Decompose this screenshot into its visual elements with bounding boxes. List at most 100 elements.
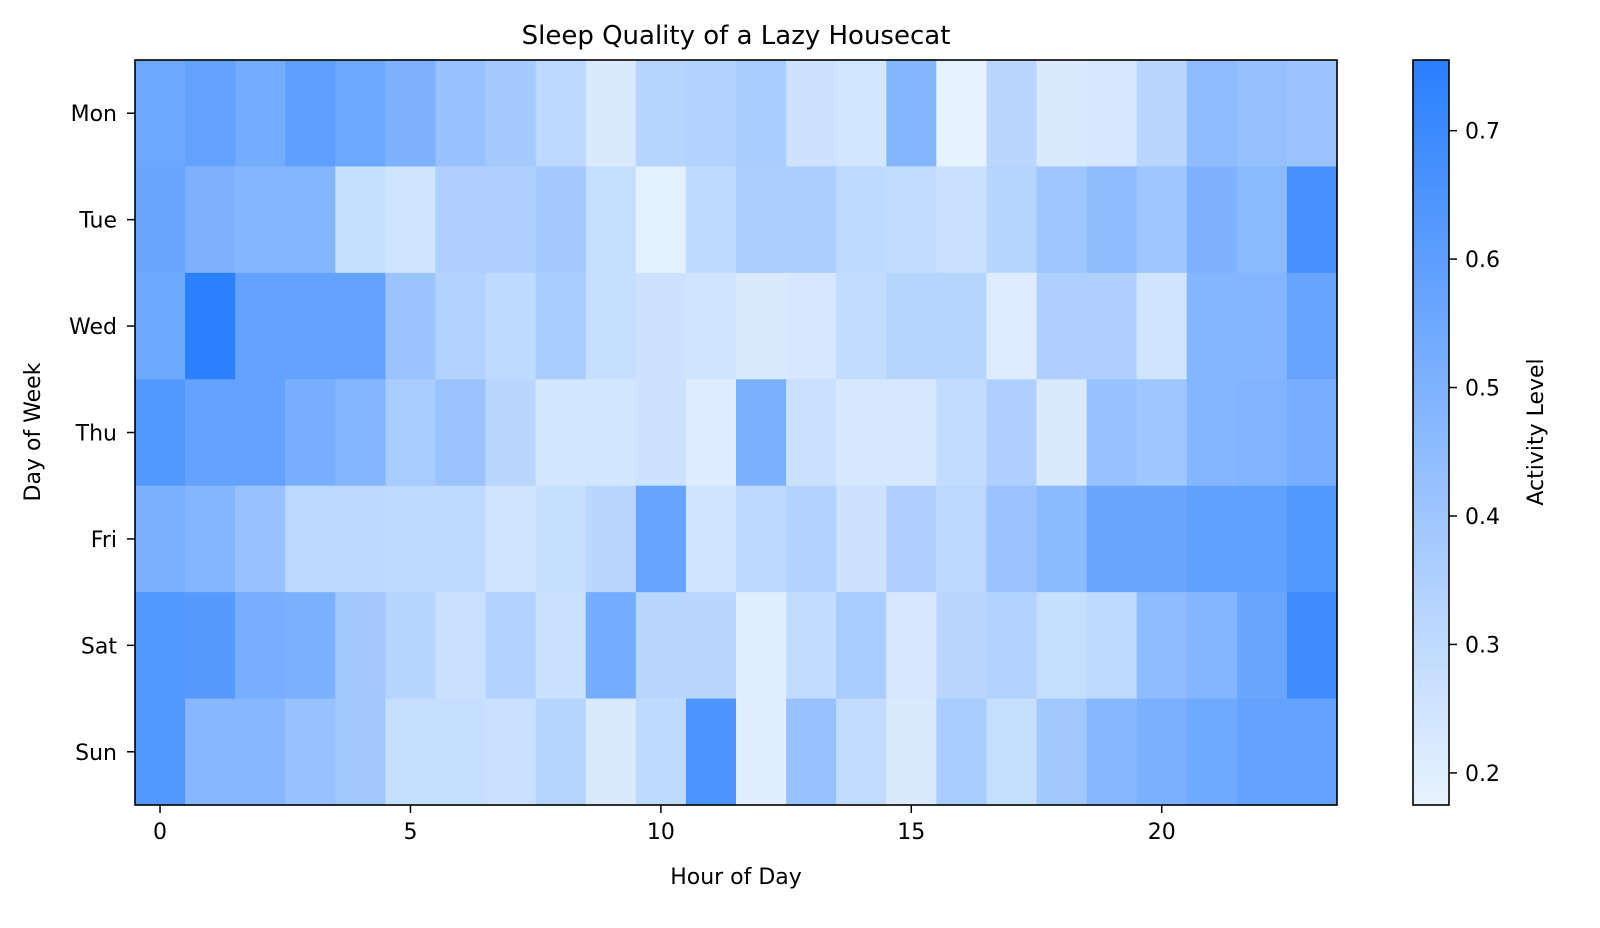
heatmap-cell [936, 166, 988, 274]
heatmap-cell [585, 698, 637, 806]
heatmap-cell [1036, 60, 1088, 168]
heatmap-cell [1186, 60, 1238, 168]
heatmap-cell [235, 60, 286, 168]
heatmap-cell [535, 272, 587, 380]
heatmap-cell [485, 698, 537, 806]
x-tick-label: 15 [897, 820, 925, 845]
heatmap-cell [936, 60, 988, 168]
heatmap-cell [836, 60, 887, 168]
y-tick-label: Sun [75, 741, 117, 766]
colorbar-tick-label: 0.5 [1465, 377, 1500, 402]
heatmap-cell [335, 60, 387, 168]
heatmap-cell [385, 166, 437, 274]
x-axis-ticks: 0 5 10 15 20 [153, 805, 1176, 845]
heatmap-cell [585, 379, 637, 487]
heatmap-cell [685, 60, 737, 168]
heatmap-cell [736, 60, 787, 168]
heatmap-cell [1086, 485, 1138, 593]
heatmap-cell [1186, 379, 1238, 487]
heatmap-cell [1186, 592, 1238, 700]
x-tick-label: 20 [1148, 820, 1176, 845]
x-tick-label: 10 [647, 820, 675, 845]
heatmap-cell [1136, 485, 1188, 593]
heatmap-cell [886, 698, 937, 806]
heatmap-cell [185, 379, 236, 487]
colorbar-tick-label: 0.3 [1465, 633, 1500, 658]
heatmap-cell [1186, 485, 1238, 593]
heatmap-cell [635, 272, 687, 380]
heatmap-cell [836, 485, 887, 593]
heatmap-cell [335, 272, 387, 380]
heatmap-cell [986, 698, 1038, 806]
heatmap-cell [1286, 272, 1338, 380]
heatmap-cell [485, 60, 537, 168]
heatmap-cell [1086, 60, 1138, 168]
heatmap-cell [1286, 698, 1338, 806]
heatmap-cell [886, 485, 937, 593]
heatmap-cell [1086, 592, 1138, 700]
heatmap-cell [235, 166, 286, 274]
heatmap-cell [135, 60, 186, 168]
heatmap-cell [986, 485, 1038, 593]
heatmap-cell [535, 166, 587, 274]
y-tick-label: Tue [78, 209, 117, 234]
x-tick-label: 0 [153, 820, 167, 845]
heatmap-cell [485, 485, 537, 593]
heatmap-cell [1286, 379, 1338, 487]
heatmap-cell [535, 592, 587, 700]
heatmap-cell [235, 592, 286, 700]
heatmap-cell [135, 166, 186, 274]
heatmap-cell [1086, 379, 1138, 487]
heatmap-cell [1236, 485, 1288, 593]
y-axis-label: Day of Week [21, 362, 46, 501]
heatmap-cell [185, 166, 236, 274]
heatmap-cell [1136, 592, 1188, 700]
heatmap-cell [635, 166, 687, 274]
heatmap-cell [685, 166, 737, 274]
heatmap-cell [736, 592, 787, 700]
heatmap-cell [1286, 485, 1338, 593]
heatmap-cell [335, 592, 387, 700]
heatmap-cell [285, 60, 336, 168]
heatmap-cell [836, 272, 887, 380]
heatmap-cell [1236, 60, 1288, 168]
heatmap-cell [786, 272, 837, 380]
heatmap-cell [435, 272, 487, 380]
heatmap-cell [585, 272, 637, 380]
heatmap-cell [1236, 698, 1288, 806]
heatmap-cell [886, 379, 937, 487]
heatmap-cell [986, 166, 1038, 274]
heatmap-cell [1236, 379, 1288, 487]
colorbar [1412, 59, 1450, 806]
heatmap-cell [135, 379, 186, 487]
heatmap-cell [135, 698, 186, 806]
heatmap-cell [285, 272, 336, 380]
heatmap-cell [786, 485, 837, 593]
heatmap-cell [736, 272, 787, 380]
heatmap-cell [335, 485, 387, 593]
heatmap-cell [235, 698, 286, 806]
heatmap-cell [635, 485, 687, 593]
y-tick-label: Fri [91, 528, 117, 553]
heatmap-cell [1036, 166, 1088, 274]
heatmap-cell [335, 698, 387, 806]
heatmap-cell [535, 698, 587, 806]
heatmap-cell [285, 485, 336, 593]
heatmap-cell [385, 60, 437, 168]
heatmap-cell [736, 166, 787, 274]
chart-title: Sleep Quality of a Lazy Housecat [522, 21, 951, 51]
heatmap-cell [285, 379, 336, 487]
heatmap-cell [635, 592, 687, 700]
heatmap-cell [1036, 592, 1088, 700]
heatmap-cell [185, 272, 236, 380]
heatmap-cell [1086, 698, 1138, 806]
heatmap-cell [1236, 166, 1288, 274]
heatmap-cell [836, 379, 887, 487]
y-tick-label: Sat [81, 634, 117, 659]
heatmap-cell [1036, 698, 1088, 806]
heatmap-cell [685, 698, 737, 806]
colorbar-tick-label: 0.4 [1465, 505, 1500, 530]
heatmap-cell [285, 698, 336, 806]
heatmap-cell [786, 379, 837, 487]
